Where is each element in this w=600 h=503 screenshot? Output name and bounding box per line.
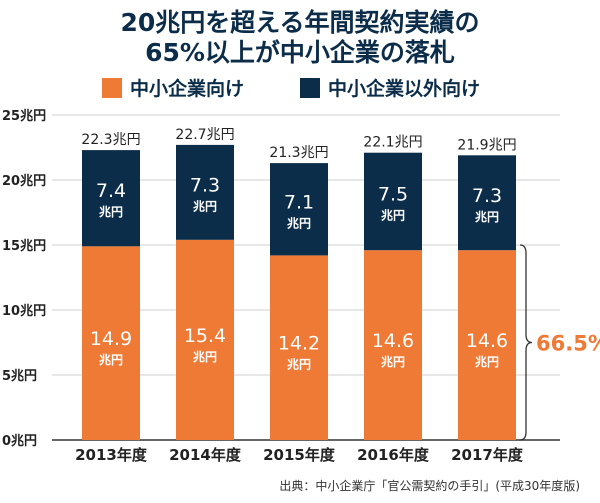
data-unit-other: 兆円 <box>381 207 405 222</box>
data-label-other: 7.5 <box>378 183 408 205</box>
bar-sme <box>270 255 328 440</box>
bar-other <box>270 163 328 256</box>
legend-item-sme: 中小企業向け <box>102 74 244 101</box>
y-tick-label: 5兆円 <box>2 368 37 384</box>
bar-sme <box>458 250 516 440</box>
legend-swatch-other <box>300 77 320 98</box>
y-tick-label: 20兆円 <box>2 173 46 189</box>
data-label-sme: 14.9 <box>90 328 132 350</box>
total-label: 21.3兆円 <box>269 145 328 161</box>
legend: 中小企業向け 中小企業以外向け <box>0 74 600 100</box>
data-unit-sme: 兆円 <box>193 349 217 364</box>
legend-swatch-sme <box>102 77 122 98</box>
data-label-sme: 15.4 <box>184 325 226 347</box>
chart-title-line1: 20兆円を超える年間契約実績の <box>120 8 480 37</box>
data-label-other: 7.1 <box>284 191 314 213</box>
data-unit-other: 兆円 <box>99 204 123 219</box>
y-tick-label: 0兆円 <box>2 433 37 449</box>
data-label-sme: 14.6 <box>372 330 414 352</box>
bar-sme <box>176 239 234 440</box>
source-note: 出典：中小企業庁「官公需契約の手引」(平成30年度版) <box>279 479 580 493</box>
share-bracket <box>519 244 533 441</box>
bar-other <box>82 150 140 247</box>
stacked-bar-chart: 0兆円 5兆円 10兆円 15兆円 20兆円 25兆円 14.9 兆円 7.4 兆円 22.3兆円 2… <box>2 108 600 464</box>
total-label: 22.1兆円 <box>363 135 422 151</box>
data-unit-other: 兆円 <box>475 209 499 224</box>
data-unit-sme: 兆円 <box>381 354 405 369</box>
bar-other <box>458 155 516 251</box>
bar-other <box>364 152 422 251</box>
x-tick-label: 2014年度 <box>169 446 242 464</box>
total-label: 21.9兆円 <box>457 137 516 153</box>
y-tick-label: 25兆円 <box>2 108 46 124</box>
total-label: 22.3兆円 <box>81 132 140 148</box>
data-unit-sme: 兆円 <box>99 352 123 367</box>
x-tick-label: 2016年度 <box>357 446 430 464</box>
data-unit-sme: 兆円 <box>475 354 499 369</box>
legend-label-sme: 中小企業向け <box>130 78 245 100</box>
y-tick-label: 10兆円 <box>2 303 46 319</box>
bar-sme <box>364 250 422 440</box>
bar-other <box>176 144 234 240</box>
data-unit-other: 兆円 <box>193 198 217 213</box>
data-unit-other: 兆円 <box>287 215 311 230</box>
legend-label-other: 中小企業以外向け <box>328 78 481 100</box>
legend-item-other: 中小企業以外向け <box>300 74 480 101</box>
data-label-other: 7.4 <box>96 180 126 202</box>
data-label-sme: 14.2 <box>278 333 320 355</box>
x-tick-label: 2017年度 <box>451 446 524 464</box>
data-unit-sme: 兆円 <box>287 357 311 372</box>
share-annotation: 66.5% <box>536 332 600 356</box>
data-label-sme: 14.6 <box>466 330 508 352</box>
bar-sme <box>82 246 140 440</box>
x-tick-label: 2015年度 <box>263 446 336 464</box>
chart-title-line2: 65%以上が中小企業の落札 <box>145 38 455 67</box>
y-tick-label: 15兆円 <box>2 238 46 254</box>
x-tick-label: 2013年度 <box>75 446 148 464</box>
data-label-other: 7.3 <box>190 174 220 196</box>
total-label: 22.7兆円 <box>175 127 234 143</box>
data-label-other: 7.3 <box>472 185 502 207</box>
